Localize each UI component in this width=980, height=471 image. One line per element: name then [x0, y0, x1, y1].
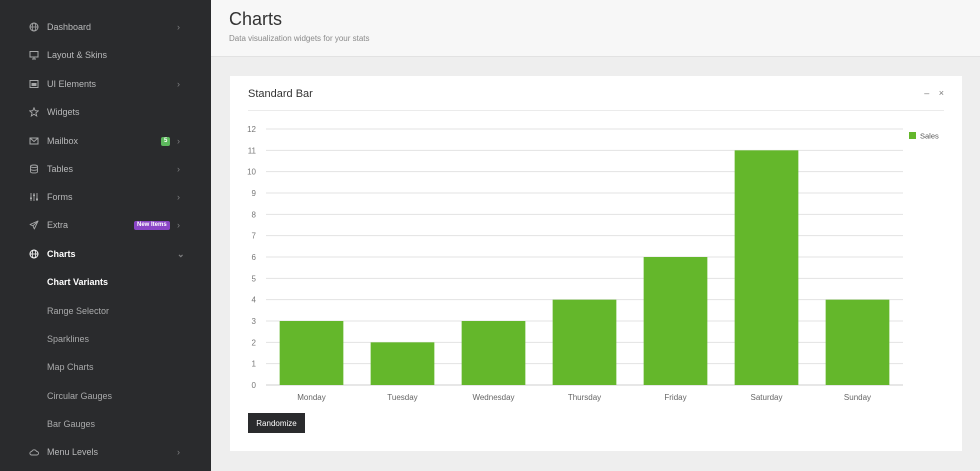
y-tick-label: 12 — [247, 125, 256, 134]
legend-label: Sales — [920, 132, 939, 141]
x-tick-label: Tuesday — [387, 393, 417, 402]
close-icon[interactable]: × — [938, 88, 944, 98]
bar — [825, 299, 890, 385]
sidebar-item-label: Widgets — [47, 107, 80, 117]
x-tick-label: Wednesday — [472, 393, 514, 402]
sidebar-subitem-range-selector[interactable]: Range Selector — [0, 297, 211, 325]
randomize-button[interactable]: Randomize — [248, 413, 305, 433]
sidebar-item-mailbox[interactable]: Mailbox 5 › — [0, 127, 211, 155]
bar — [461, 321, 526, 385]
y-tick-label: 2 — [252, 338, 257, 347]
monitor-icon — [29, 50, 39, 60]
sidebar-item-label: Charts — [47, 249, 76, 259]
sidebar-subitem-label: Bar Gauges — [47, 419, 96, 429]
chevron-right-icon: › — [177, 447, 180, 457]
chevron-right-icon: › — [177, 164, 180, 174]
globe-icon — [29, 249, 39, 259]
x-tick-label: Thursday — [568, 393, 601, 402]
x-tick-label: Monday — [297, 393, 325, 402]
chart-panel: Standard Bar – × 0 1 2 3 4 5 6 7 8 9 10 11 12 Monday T… — [230, 76, 962, 451]
sidebar-subitem-label: Map Charts — [47, 362, 94, 372]
y-tick-label: 10 — [247, 168, 256, 177]
sidebar-item-ui-elements[interactable]: UI Elements › — [0, 70, 211, 98]
sidebar: Dashboard › Layout & Skins UI Elements ›… — [0, 0, 211, 471]
y-tick-label: 0 — [252, 381, 257, 390]
envelope-icon — [29, 136, 39, 146]
legend-swatch — [909, 132, 916, 139]
page-subtitle: Data visualization widgets for your stat… — [229, 34, 370, 43]
sidebar-item-forms[interactable]: Forms › — [0, 183, 211, 211]
database-icon — [29, 164, 39, 174]
sidebar-item-label: Mailbox — [47, 136, 79, 146]
panel-title: Standard Bar — [248, 88, 313, 100]
y-tick-label: 5 — [252, 274, 257, 283]
y-tick-label: 7 — [252, 232, 257, 241]
y-tick-label: 1 — [252, 360, 257, 369]
sidebar-item-extra[interactable]: Extra New Items › — [0, 211, 211, 239]
sidebar-item-label: Tables — [47, 164, 74, 174]
panel-tools: – × — [917, 88, 944, 98]
globe-icon — [29, 22, 39, 32]
star-icon — [29, 107, 39, 117]
bar — [643, 257, 708, 385]
sidebar-item-label: Extra — [47, 220, 69, 230]
bar — [370, 342, 435, 385]
x-tick-label: Friday — [664, 393, 686, 402]
sidebar-item-label: Forms — [47, 192, 73, 202]
paper-plane-icon — [29, 220, 39, 230]
sidebar-subitem-circular-gauges[interactable]: Circular Gauges — [0, 382, 211, 410]
chevron-right-icon: › — [177, 220, 180, 230]
y-tick-label: 11 — [248, 146, 257, 155]
panel-divider — [248, 110, 944, 111]
chevron-right-icon: › — [177, 22, 180, 32]
sidebar-subitem-label: Circular Gauges — [47, 391, 113, 401]
new-items-badge: New Items — [134, 221, 170, 230]
sidebar-item-dashboard[interactable]: Dashboard › — [0, 13, 211, 41]
sidebar-subitem-chart-variants[interactable]: Chart Variants — [0, 268, 211, 296]
sidebar-item-widgets[interactable]: Widgets — [0, 98, 211, 126]
bar — [734, 150, 799, 385]
sidebar-item-tables[interactable]: Tables › — [0, 155, 211, 183]
minimize-icon[interactable]: – — [924, 88, 930, 98]
sidebar-item-menu-levels[interactable]: Menu Levels › — [0, 438, 211, 466]
y-tick-label: 9 — [252, 189, 257, 198]
sidebar-item-layout[interactable]: Layout & Skins — [0, 41, 211, 69]
page-header: Charts Data visualization widgets for yo… — [211, 0, 980, 57]
chevron-down-icon: ⌄ — [177, 249, 185, 259]
x-tick-label: Sunday — [844, 393, 871, 402]
sidebar-item-label: Layout & Skins — [47, 50, 108, 60]
y-tick-label: 4 — [252, 296, 257, 305]
sidebar-item-charts[interactable]: Charts ⌄ — [0, 240, 211, 268]
chevron-right-icon: › — [177, 136, 180, 146]
sidebar-subitem-bar-gauges[interactable]: Bar Gauges — [0, 410, 211, 438]
sidebar-item-label: UI Elements — [47, 79, 97, 89]
x-tick-label: Saturday — [750, 393, 782, 402]
sidebar-subitem-label: Range Selector — [47, 306, 110, 316]
bar — [279, 321, 344, 385]
y-tick-label: 6 — [252, 253, 257, 262]
page-title: Charts — [229, 9, 283, 29]
sidebar-item-label: Menu Levels — [47, 447, 99, 457]
cloud-icon — [29, 447, 39, 457]
y-tick-label: 3 — [252, 317, 257, 326]
sidebar-subitem-label: Sparklines — [47, 334, 90, 344]
chevron-right-icon: › — [177, 192, 180, 202]
sidebar-item-label: Dashboard — [47, 22, 92, 32]
y-tick-label: 8 — [252, 210, 257, 219]
bar — [552, 299, 617, 385]
sidebar-subitem-label: Chart Variants — [47, 277, 109, 287]
mailbox-count-badge: 5 — [161, 137, 171, 146]
window-icon — [29, 79, 39, 89]
sidebar-subitem-sparklines[interactable]: Sparklines — [0, 325, 211, 353]
chevron-right-icon: › — [177, 79, 180, 89]
sliders-icon — [29, 192, 39, 202]
sidebar-subitem-map-charts[interactable]: Map Charts — [0, 353, 211, 381]
